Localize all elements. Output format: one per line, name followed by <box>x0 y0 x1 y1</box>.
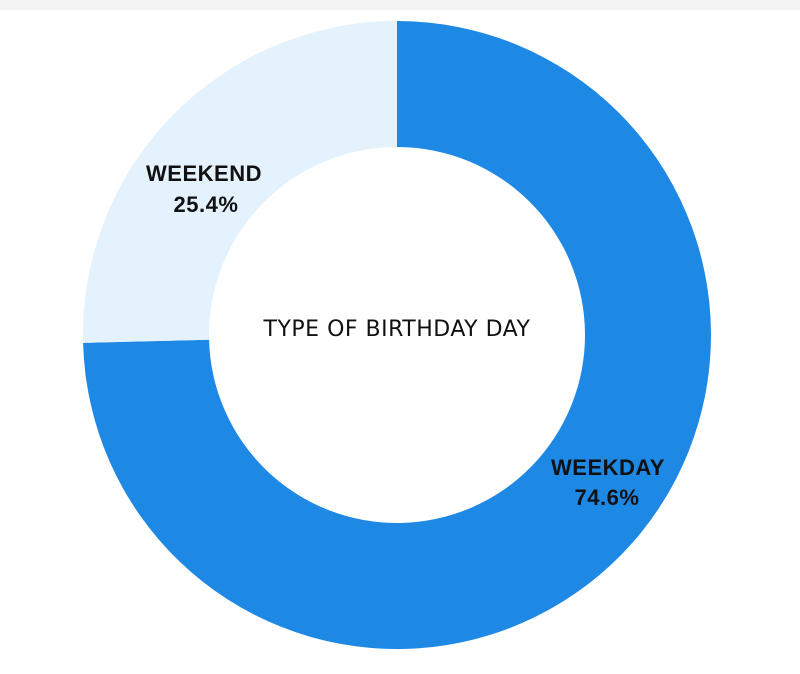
slice-label-weekday-name: WEEKDAY <box>551 455 665 480</box>
slice-weekend <box>83 21 398 343</box>
slice-label-weekday-value: 74.6% <box>575 485 640 510</box>
top-strip <box>0 0 800 10</box>
center-label: TYPE OF BIRTHDAY DAY <box>263 317 531 342</box>
donut-slices <box>83 21 711 649</box>
slice-label-weekend-value: 25.4% <box>174 192 239 217</box>
slice-weekday <box>83 21 711 649</box>
slice-label-weekend-name: WEEKEND <box>146 161 262 186</box>
